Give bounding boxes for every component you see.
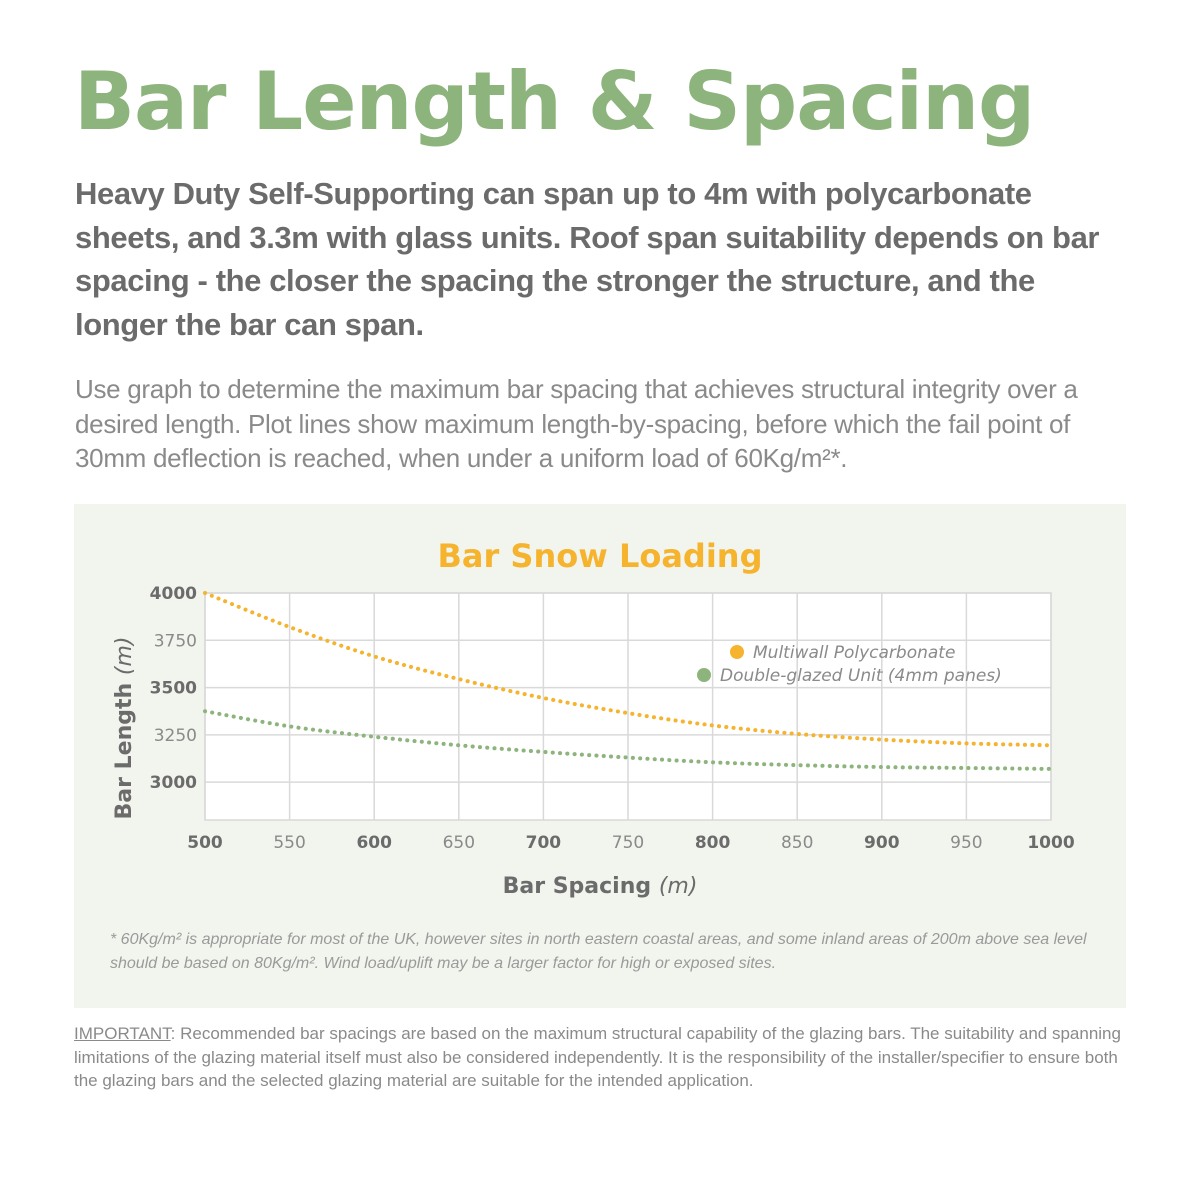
x-tick-label: 600 [356, 833, 392, 853]
chart-series [203, 591, 1053, 771]
x-tick-label: 500 [187, 833, 223, 853]
y-axis-ticks: 4000 3750 3500 3250 3000 [150, 584, 197, 793]
y-tick-label: 3000 [150, 773, 197, 793]
y-tick-label: 3500 [150, 679, 197, 699]
chart-panel: Bar Snow Loading 4000 3750 3500 3250 3000 50… [74, 504, 1126, 1008]
footnote: * 60Kg/m² is appropriate for most of the… [110, 931, 1087, 972]
y-tick-label: 3750 [154, 631, 197, 651]
chart-grid [204, 592, 1052, 821]
important-label: IMPORTANT [74, 1024, 171, 1043]
x-tick-label: 650 [443, 833, 475, 853]
legend-label: Double-glazed Unit (4mm panes) [720, 666, 1002, 686]
series-line [203, 591, 1053, 748]
important-text: : Recommended bar spacings are based on … [74, 1024, 1121, 1090]
x-tick-label: 900 [864, 833, 900, 853]
snow-loading-chart: Bar Snow Loading 4000 3750 3500 3250 3000 50… [112, 537, 1075, 899]
x-axis-label-unit: (m) [659, 874, 698, 899]
x-axis-ticks: 500 550 600 650 700 750 800 850 900 950 1000 [187, 833, 1075, 853]
y-axis-label-unit: (m) [112, 637, 137, 676]
x-tick-label: 750 [612, 833, 644, 853]
legend-label: Multiwall Polycarbonate [753, 643, 955, 663]
x-axis-label: Bar Spacing (m) [503, 874, 698, 899]
x-tick-label: 950 [950, 833, 982, 853]
series-line [203, 709, 1053, 771]
x-axis-label-text: Bar Spacing [503, 874, 652, 899]
y-tick-label: 3250 [154, 726, 197, 746]
x-tick-label: 800 [695, 833, 731, 853]
page-subtitle: Heavy Duty Self-Supporting can span up t… [75, 176, 1100, 342]
chart-title: Bar Snow Loading [438, 537, 763, 575]
y-tick-label: 4000 [150, 584, 197, 604]
y-axis-label: Bar Length (m) [112, 637, 137, 820]
x-tick-label: 850 [781, 833, 813, 853]
legend-marker [730, 645, 744, 659]
x-tick-label: 700 [526, 833, 562, 853]
y-axis-label-text: Bar Length [112, 683, 137, 820]
important-note: IMPORTANT: Recommended bar spacings are … [74, 1022, 1134, 1093]
x-tick-label: 1000 [1027, 833, 1074, 853]
page-title: Bar Length & Spacing [74, 55, 1035, 148]
chart-legend: Multiwall Polycarbonate Double-glazed Uni… [697, 643, 1002, 686]
intro-text: Use graph to determine the maximum bar s… [75, 374, 1078, 473]
legend-marker [697, 668, 711, 682]
x-tick-label: 550 [273, 833, 305, 853]
